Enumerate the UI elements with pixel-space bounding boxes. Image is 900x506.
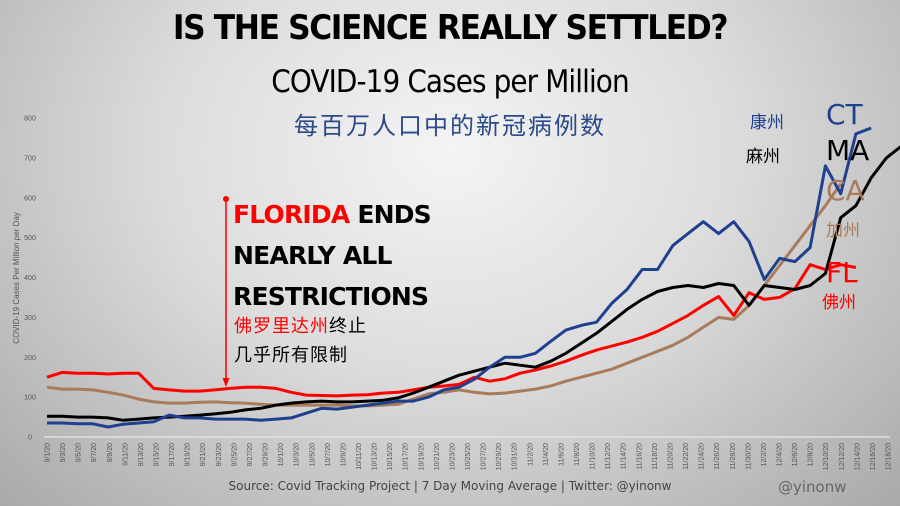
y-tick-label: 0 <box>28 435 32 442</box>
series-line-ma <box>47 145 900 422</box>
x-tick-label: 10/7/20 <box>325 443 332 466</box>
x-tick-label: 9/21/20 <box>200 443 207 466</box>
legend-fl-zh: 佛州 <box>822 293 856 313</box>
annotation-line3: RESTRICTIONS <box>233 282 429 311</box>
x-tick-label: 10/25/20 <box>465 443 472 470</box>
chart-subtitle-chinese: 每百万人口中的新冠病例数 <box>294 112 606 140</box>
annotation-zh-florida: 佛罗里达州 <box>234 316 329 337</box>
x-tick-label: 9/25/20 <box>231 443 238 466</box>
x-tick-label: 12/12/20 <box>839 443 846 470</box>
x-tick-label: 10/27/20 <box>481 443 488 470</box>
y-axis: 0 100 200 300 400 500 600 700 800 <box>24 116 36 442</box>
event-arrow-head <box>222 378 230 387</box>
x-tick-label: 9/17/20 <box>169 443 176 466</box>
twitter-handle: @yinonw <box>778 478 847 496</box>
source-footer: Source: Covid Tracking Project | 7 Day M… <box>228 479 672 493</box>
x-tick-label: 11/2/20 <box>527 443 534 466</box>
x-tick-label: 10/31/20 <box>512 443 519 470</box>
x-tick-label: 11/20/20 <box>667 443 674 470</box>
series-line-fl <box>46 263 857 398</box>
x-tick-label: 10/15/20 <box>387 443 394 470</box>
x-tick-label: 10/21/20 <box>434 443 441 470</box>
x-tick-label: 11/12/20 <box>605 443 612 470</box>
x-tick-label: 11/22/20 <box>683 443 690 470</box>
x-tick-label: 9/13/20 <box>138 443 145 466</box>
y-axis-label: COVID-19 Cases Per Million per Day <box>12 212 21 344</box>
legend-ct: CT <box>826 98 863 131</box>
x-tick-label: 9/19/20 <box>185 443 192 466</box>
x-tick-label: 11/4/20 <box>543 443 550 466</box>
x-tick-label: 11/26/20 <box>714 443 721 470</box>
annotation-zh-end: 终止 <box>329 316 367 337</box>
x-tick-label: 12/16/20 <box>870 443 877 470</box>
annotation-line2: NEARLY ALL <box>233 241 392 270</box>
series-line-ca <box>46 182 842 408</box>
x-tick-label: 11/30/20 <box>745 443 752 470</box>
x-tick-label: 12/10/20 <box>823 443 830 470</box>
x-tick-label: 10/17/20 <box>403 443 410 470</box>
x-tick-label: 10/23/20 <box>449 443 456 470</box>
x-tick-label: 9/27/20 <box>247 443 254 466</box>
annotation-zh-line2: 几乎所有限制 <box>234 345 348 366</box>
legend-ca-zh: 加州 <box>826 221 860 241</box>
x-tick-label: 10/3/20 <box>294 443 301 466</box>
x-tick-label: 12/4/20 <box>776 443 783 466</box>
x-tick-label: 10/19/20 <box>418 443 425 470</box>
y-tick-label: 800 <box>24 116 36 123</box>
x-tick-label: 12/8/20 <box>808 443 815 466</box>
x-tick-label: 10/11/20 <box>356 443 363 470</box>
y-tick-label: 300 <box>24 315 36 322</box>
x-tick-label: 11/24/20 <box>699 443 706 470</box>
series-lines <box>46 126 900 429</box>
x-tick-label: 9/9/20 <box>107 443 114 463</box>
x-tick-label: 9/1/20 <box>45 443 52 463</box>
y-tick-label: 100 <box>24 395 36 402</box>
chart-subtitle: COVID-19 Cases per Million <box>271 64 629 100</box>
x-tick-label: 10/5/20 <box>309 443 316 466</box>
annotation-ends-word: ENDS <box>349 200 431 229</box>
x-tick-label: 11/16/20 <box>636 443 643 470</box>
y-tick-label: 500 <box>24 235 36 242</box>
legend-fl: FL <box>826 256 858 289</box>
x-tick-label: 9/7/20 <box>91 443 98 463</box>
y-tick-label: 700 <box>24 155 36 162</box>
series-line-ct <box>47 126 872 429</box>
x-tick-label: 9/11/20 <box>122 443 129 466</box>
x-tick-label: 9/3/20 <box>60 443 67 463</box>
y-tick-label: 200 <box>24 355 36 362</box>
x-tick-label: 10/1/20 <box>278 443 285 466</box>
x-tick-label: 9/29/20 <box>263 443 270 466</box>
x-axis: 9/1/20 9/3/20 9/5/20 9/7/20 9/9/20 9/11/20 9/1… <box>44 436 893 470</box>
x-tick-label: 12/14/20 <box>854 443 861 470</box>
x-tick-label: 9/15/20 <box>154 443 161 466</box>
chart-title: IS THE SCIENCE REALLY SETTLED? <box>172 8 729 48</box>
x-tick-label: 11/18/20 <box>652 443 659 470</box>
x-tick-label: 12/18/20 <box>886 443 893 470</box>
legend-ca: CA <box>826 174 865 207</box>
x-tick-label: 12/6/20 <box>792 443 799 466</box>
annotation-florida: FLORIDA ENDS NEARLY ALL RESTRICTIONS <box>233 194 432 317</box>
x-tick-label: 11/8/20 <box>574 443 581 466</box>
x-tick-label: 9/5/20 <box>76 443 83 463</box>
event-arrow <box>222 196 230 387</box>
x-tick-label: 12/2/20 <box>761 443 768 466</box>
annotation-florida-word: FLORIDA <box>233 200 350 229</box>
x-tick-label: 10/29/20 <box>496 443 503 470</box>
legend-ct-zh: 康州 <box>750 113 784 133</box>
x-tick-label: 9/23/20 <box>216 443 223 466</box>
y-tick-label: 400 <box>24 275 36 282</box>
x-tick-label: 11/6/20 <box>558 443 565 466</box>
legend-ma-zh: 麻州 <box>746 147 780 167</box>
x-tick-label: 11/28/20 <box>730 443 737 470</box>
x-tick-label: 11/14/20 <box>621 443 628 470</box>
x-tick-label: 10/13/20 <box>372 443 379 470</box>
annotation-zh-line1: 佛罗里达州终止 <box>234 312 367 338</box>
y-tick-label: 600 <box>24 195 36 202</box>
x-tick-label: 10/9/20 <box>340 443 347 466</box>
legend-ma: MA <box>826 134 870 167</box>
x-tick-label: 11/10/20 <box>590 443 597 470</box>
